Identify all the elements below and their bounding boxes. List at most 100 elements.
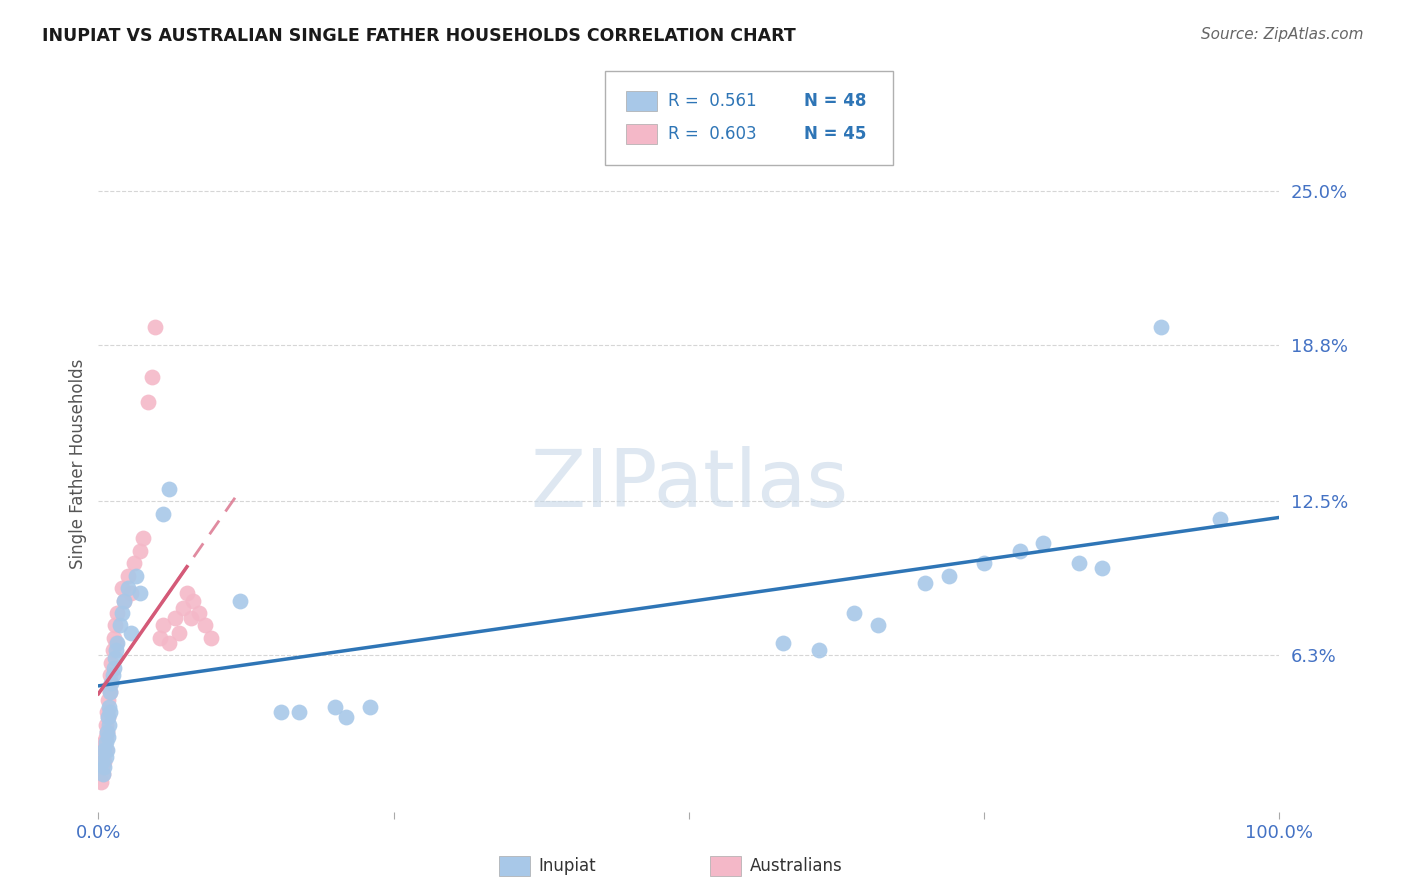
Point xyxy=(152,618,174,632)
Point xyxy=(180,611,202,625)
Point xyxy=(111,606,134,620)
Point xyxy=(91,750,114,764)
Point xyxy=(105,636,128,650)
Point xyxy=(141,369,163,384)
Point xyxy=(938,568,960,582)
Text: Source: ZipAtlas.com: Source: ZipAtlas.com xyxy=(1201,27,1364,42)
Point xyxy=(128,544,150,558)
Point xyxy=(112,593,135,607)
Point xyxy=(98,685,121,699)
Point xyxy=(94,742,117,756)
Point xyxy=(157,636,180,650)
Point xyxy=(288,706,311,720)
Point xyxy=(97,710,120,724)
Text: R =  0.561: R = 0.561 xyxy=(668,92,756,110)
Point xyxy=(914,576,936,591)
Point xyxy=(98,706,121,720)
Text: Australians: Australians xyxy=(749,857,842,875)
Point xyxy=(359,700,381,714)
Point xyxy=(104,650,127,665)
Point xyxy=(194,618,217,632)
Point xyxy=(96,725,118,739)
Point xyxy=(117,581,139,595)
Point xyxy=(93,735,115,749)
Point xyxy=(772,636,794,650)
Point xyxy=(111,581,134,595)
Point xyxy=(97,693,120,707)
Point xyxy=(98,700,121,714)
Point xyxy=(807,643,830,657)
Point xyxy=(97,710,120,724)
Point xyxy=(97,730,120,744)
Point xyxy=(112,593,135,607)
Point xyxy=(91,760,114,774)
Point xyxy=(973,556,995,570)
Point xyxy=(1150,320,1173,334)
Point xyxy=(1209,511,1232,525)
Point xyxy=(98,681,121,695)
Point xyxy=(98,668,121,682)
Point xyxy=(176,586,198,600)
Point xyxy=(200,631,222,645)
Point xyxy=(105,636,128,650)
Point xyxy=(143,320,166,334)
Point xyxy=(121,586,143,600)
Point xyxy=(165,611,187,625)
Point xyxy=(270,706,292,720)
Point xyxy=(105,606,128,620)
Point xyxy=(136,394,159,409)
Y-axis label: Single Father Households: Single Father Households xyxy=(69,359,87,569)
Point xyxy=(1067,556,1090,570)
Point xyxy=(152,507,174,521)
Point xyxy=(122,556,145,570)
Point xyxy=(94,730,117,744)
Point xyxy=(94,750,117,764)
Point xyxy=(157,482,180,496)
Point xyxy=(103,660,125,674)
Text: Inupiat: Inupiat xyxy=(538,857,596,875)
Point xyxy=(1008,544,1031,558)
Point xyxy=(90,775,112,789)
Point xyxy=(844,606,866,620)
Point xyxy=(1032,536,1054,550)
Point xyxy=(98,685,121,699)
Point xyxy=(181,593,204,607)
Point xyxy=(167,625,190,640)
Point xyxy=(128,586,150,600)
Point xyxy=(172,601,194,615)
Text: R =  0.603: R = 0.603 xyxy=(668,125,756,143)
Point xyxy=(98,717,121,731)
Point xyxy=(101,643,124,657)
Point xyxy=(187,606,209,620)
Point xyxy=(121,625,143,640)
Point xyxy=(323,700,346,714)
Point xyxy=(132,532,155,546)
Point xyxy=(103,631,125,645)
Point xyxy=(96,742,118,756)
Point xyxy=(105,643,128,657)
Point xyxy=(100,675,122,690)
Text: N = 48: N = 48 xyxy=(804,92,866,110)
Point xyxy=(94,735,117,749)
Text: INUPIAT VS AUSTRALIAN SINGLE FATHER HOUSEHOLDS CORRELATION CHART: INUPIAT VS AUSTRALIAN SINGLE FATHER HOUS… xyxy=(42,27,796,45)
Point xyxy=(91,767,114,781)
Point xyxy=(96,706,118,720)
Point xyxy=(149,631,172,645)
Point xyxy=(93,760,115,774)
Point xyxy=(229,593,252,607)
Point xyxy=(91,742,114,756)
Point xyxy=(108,618,131,632)
Point xyxy=(91,767,114,781)
Text: N = 45: N = 45 xyxy=(804,125,866,143)
Point xyxy=(1091,561,1114,575)
Point xyxy=(93,755,115,769)
Point xyxy=(104,618,127,632)
Point xyxy=(117,568,139,582)
Point xyxy=(96,725,118,739)
Text: ZIPatlas: ZIPatlas xyxy=(530,446,848,524)
Point xyxy=(866,618,889,632)
Point xyxy=(125,568,148,582)
Point xyxy=(335,710,357,724)
Point xyxy=(91,755,114,769)
Point xyxy=(100,656,122,670)
